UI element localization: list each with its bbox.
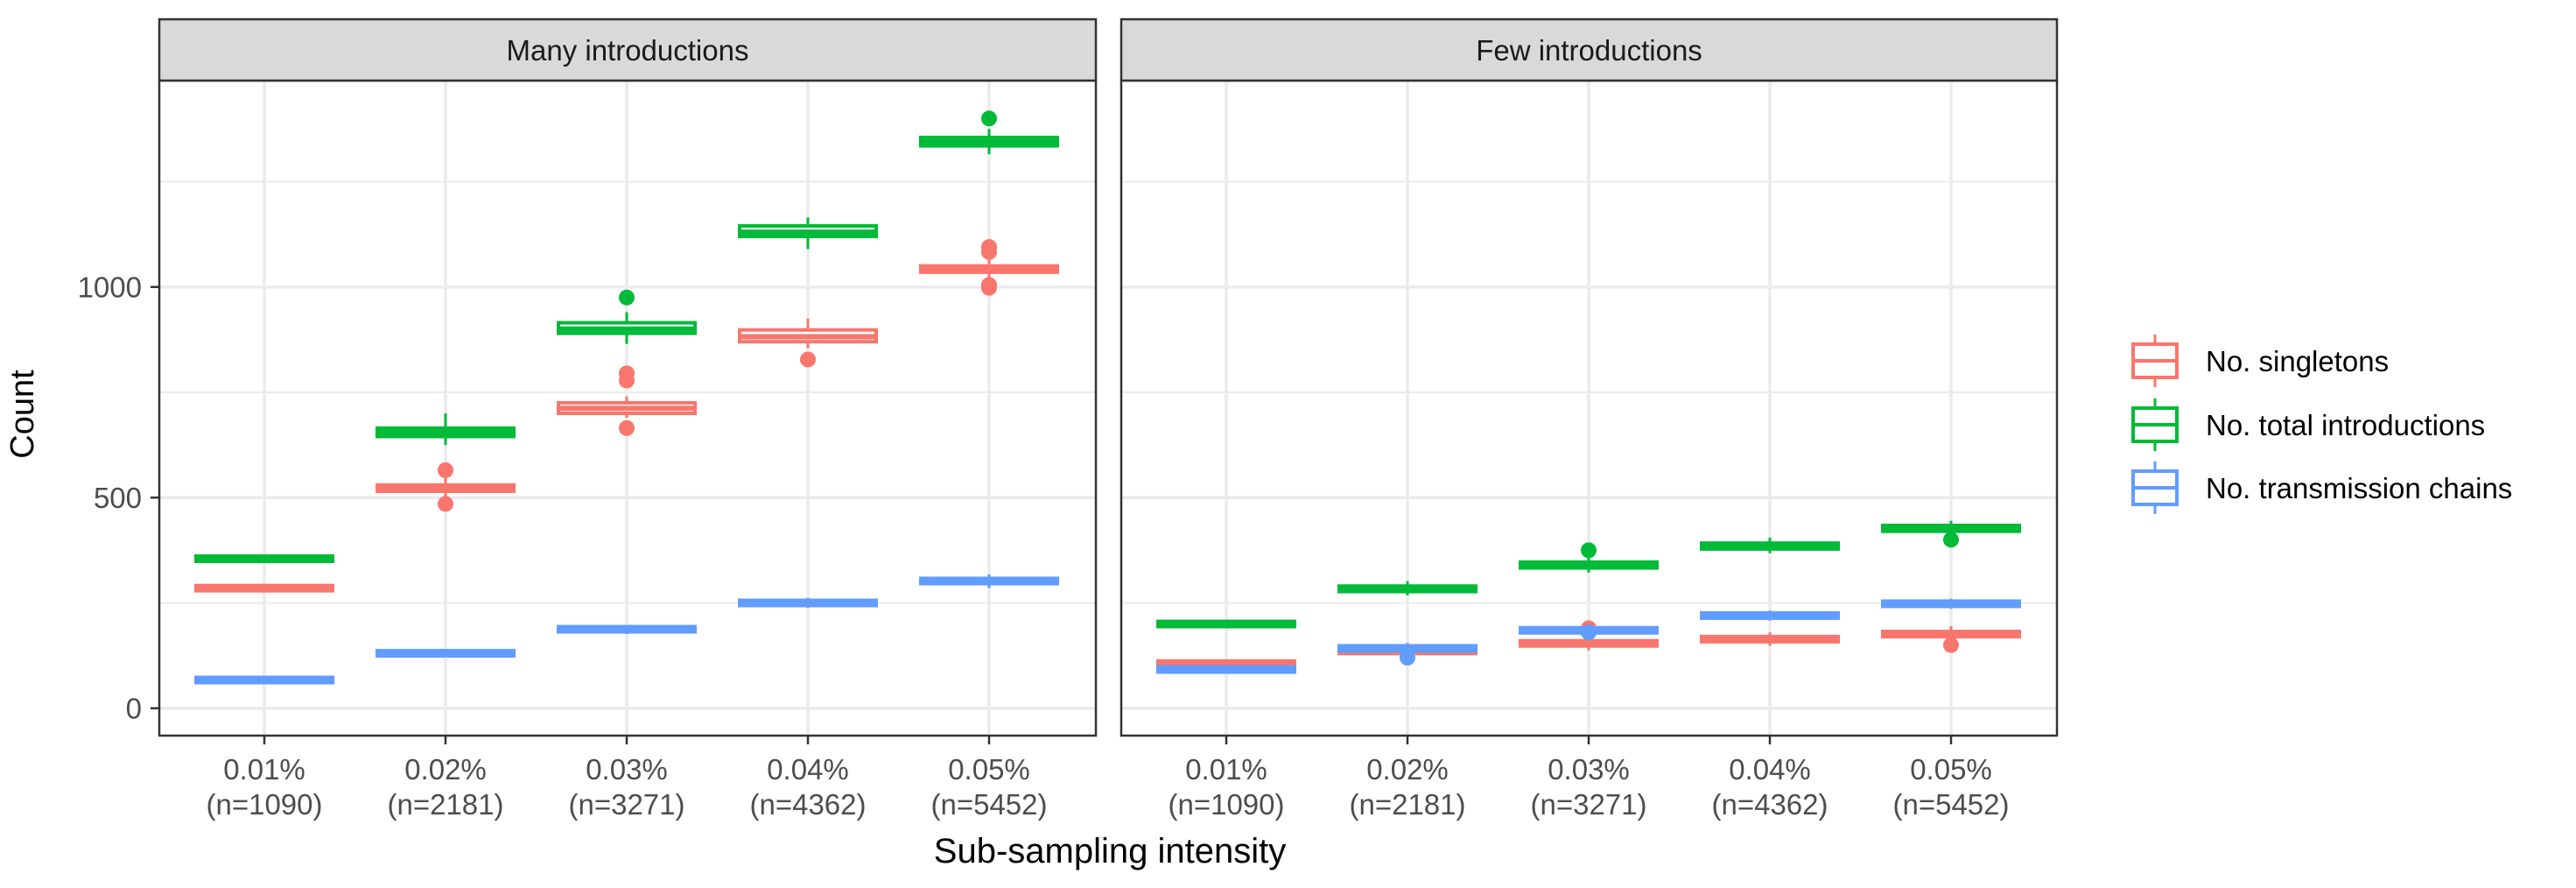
boxplot-outlier [1581,542,1597,559]
boxplot-box [738,597,878,609]
y-axis-title: Count [4,370,41,459]
boxplot-box [1156,665,1296,674]
facet-panel-1: Many introductions 0.01%(n=1090) 0.02%(n=2… [158,18,1098,821]
x-tick-label: (n=4362) [1711,788,1828,821]
boxplot-outlier [438,496,453,512]
x-tick-label: 0.03% [1548,753,1630,786]
boxplot-box [1337,643,1478,666]
x-tick-label: 0.03% [586,753,668,786]
facet-strip-label: Few introductions [1476,34,1702,67]
facet-strip [1120,18,2059,82]
boxplot-outlier [619,419,635,436]
facet-strip [158,18,1098,82]
y-tick-label: 1000 [78,271,142,304]
x-tick-label: 0.01% [1185,753,1267,786]
boxplot-box [1156,619,1296,629]
boxplot-box [557,365,697,436]
boxplot-box [1700,632,1840,646]
x-tick-label: 0.05% [1910,753,1992,786]
boxplot-box [1519,542,1659,573]
boxplot-box [919,239,1059,296]
boxplot-box [919,110,1059,155]
x-tick-label: 0.01% [223,753,305,786]
x-tick-label: 0.02% [1366,753,1449,786]
boxplot-box [557,289,697,344]
boxplot-box [194,553,334,563]
x-tick-label: 0.04% [1729,753,1811,786]
facet-panel-2: Few introductions 0.01%(n=1090) 0.02%(n=21… [1120,18,2059,821]
boxplot-box [1881,598,2021,610]
boxplot-box [1881,625,2021,653]
boxplot-box [376,648,516,658]
x-tick-label: (n=3271) [1530,788,1646,821]
legend-label: No. singletons [2206,345,2389,377]
x-tick-label: (n=1090) [1168,788,1284,821]
boxplot-outlier [1581,624,1597,641]
boxplot-box [1881,520,2021,548]
x-tick-label: 0.02% [404,753,487,786]
boxplot-box [1519,624,1659,641]
legend-label: No. total introductions [2206,409,2485,441]
x-tick-label: (n=5452) [930,788,1047,821]
boxplot-outlier [800,351,816,368]
x-axis-title: Sub-sampling intensity [934,832,1286,870]
boxplot-box [1700,537,1840,553]
x-tick-label: (n=4362) [749,788,866,821]
legend: No. singletons No. total introductions No.… [2131,335,2512,514]
x-tick-label: (n=2181) [387,788,503,821]
facet-strip-label: Many introductions [507,34,749,67]
legend-label: No. transmission chains [2206,472,2512,504]
x-tick-label: (n=2181) [1349,788,1465,821]
y-axis: 0 500 1000 [78,271,159,725]
boxplot-box [557,624,697,635]
boxplot-box [194,675,334,685]
boxplot-outlier [438,462,453,478]
panels-layer: Many introductions0.01%(n=1090)0.02%(n=2… [78,18,2059,821]
boxplot-outlier [981,279,997,296]
boxplot-box [376,413,516,446]
boxplot-box [738,318,878,368]
x-tick-label: (n=3271) [568,788,684,821]
y-tick-label: 0 [126,693,142,725]
boxplot-outlier [981,110,997,127]
boxplot-outlier [619,372,635,389]
boxplot-outlier [1943,637,1959,653]
legend-item: No. singletons [2131,335,2389,387]
boxplot-box [376,462,516,512]
boxplot-outlier [619,289,635,306]
boxplot-outlier [1943,532,1959,548]
x-tick-label: (n=5452) [1892,788,2009,821]
y-tick-label: 500 [94,482,142,514]
boxplot-box [1700,610,1840,621]
legend-item: No. total introductions [2131,398,2485,451]
x-tick-label: 0.05% [948,753,1030,786]
boxplot-box [738,217,878,250]
boxplot-box [194,583,334,593]
legend-item: No. transmission chains [2131,462,2512,514]
boxplot-outlier [1400,650,1415,666]
x-tick-label: 0.04% [767,753,849,786]
boxplot-outlier [981,243,997,260]
x-tick-label: (n=1090) [206,788,322,821]
boxplot-box [1337,581,1478,596]
boxplot-box [919,574,1059,588]
